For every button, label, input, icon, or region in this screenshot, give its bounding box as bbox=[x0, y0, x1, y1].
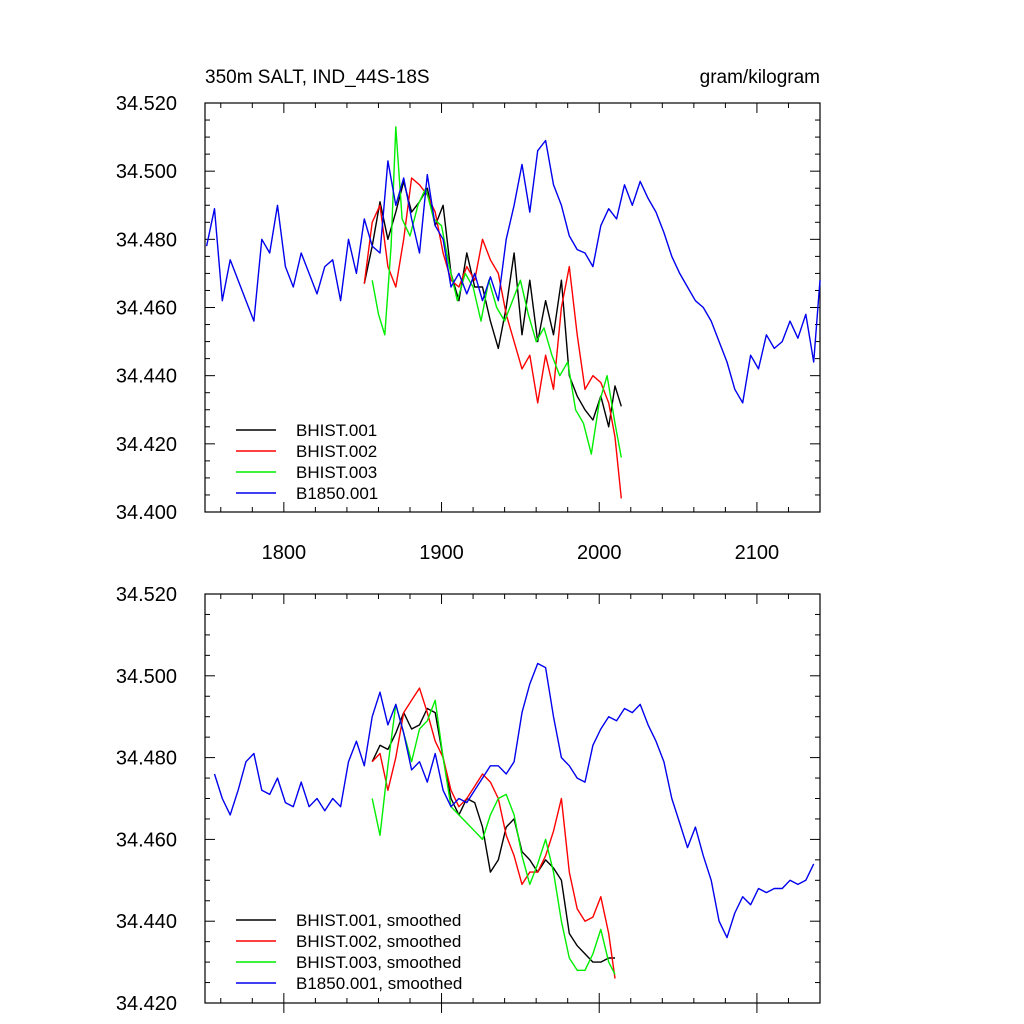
y-tick-label: 34.440 bbox=[116, 366, 177, 388]
x-tick-label: 2000 bbox=[577, 542, 622, 564]
legend-label: BHIST.001 bbox=[296, 421, 377, 440]
x-tick-label: 2100 bbox=[735, 542, 780, 564]
series-line-bhist-003 bbox=[371, 126, 622, 458]
series-line-bhist-002 bbox=[363, 177, 622, 499]
y-tick-label: 34.480 bbox=[116, 748, 177, 770]
legend-label: BHIST.002, smoothed bbox=[296, 932, 461, 951]
series-line-b1850-001-smoothed bbox=[213, 662, 815, 939]
y-tick-label: 34.480 bbox=[116, 229, 177, 251]
series-line-b1850-001 bbox=[205, 139, 821, 404]
legend-label: B1850.001, smoothed bbox=[296, 974, 462, 993]
chart-title: 350m SALT, IND_44S-18S bbox=[205, 67, 430, 88]
y-tick-label: 34.420 bbox=[116, 434, 177, 456]
series-line-bhist-001-smoothed bbox=[371, 707, 615, 963]
series-line-bhist-002-smoothed bbox=[371, 687, 616, 979]
legend-label: BHIST.002 bbox=[296, 442, 377, 461]
legend-label: BHIST.003, smoothed bbox=[296, 953, 461, 972]
legend-label: BHIST.003 bbox=[296, 463, 377, 482]
units-label: gram/kilogram bbox=[700, 67, 820, 88]
y-tick-label: 34.460 bbox=[116, 298, 177, 320]
legend-label: BHIST.001, smoothed bbox=[296, 911, 461, 930]
y-tick-label: 34.440 bbox=[116, 911, 177, 933]
y-tick-label: 34.460 bbox=[116, 829, 177, 851]
top-panel: 34.400 34.420 34.440 34.460 34.480 34.500 34.5… bbox=[116, 67, 821, 564]
y-tick-label: 34.400 bbox=[116, 502, 177, 524]
x-tick-label: 1900 bbox=[419, 542, 464, 564]
y-tick-label: 34.420 bbox=[116, 993, 177, 1015]
y-tick-label: 34.520 bbox=[116, 584, 177, 606]
y-tick-label: 34.520 bbox=[116, 93, 177, 115]
bottom-panel: 34.420 34.440 34.460 34.480 34.500 34.520 BHIS… bbox=[116, 584, 821, 1015]
y-tick-label: 34.500 bbox=[116, 161, 177, 183]
series-line-bhist-003-smoothed bbox=[371, 699, 616, 975]
x-tick-label: 1800 bbox=[262, 542, 307, 564]
y-tick-label: 34.500 bbox=[116, 666, 177, 688]
legend-label: B1850.001 bbox=[296, 484, 378, 503]
series-line-bhist-001 bbox=[363, 180, 622, 428]
